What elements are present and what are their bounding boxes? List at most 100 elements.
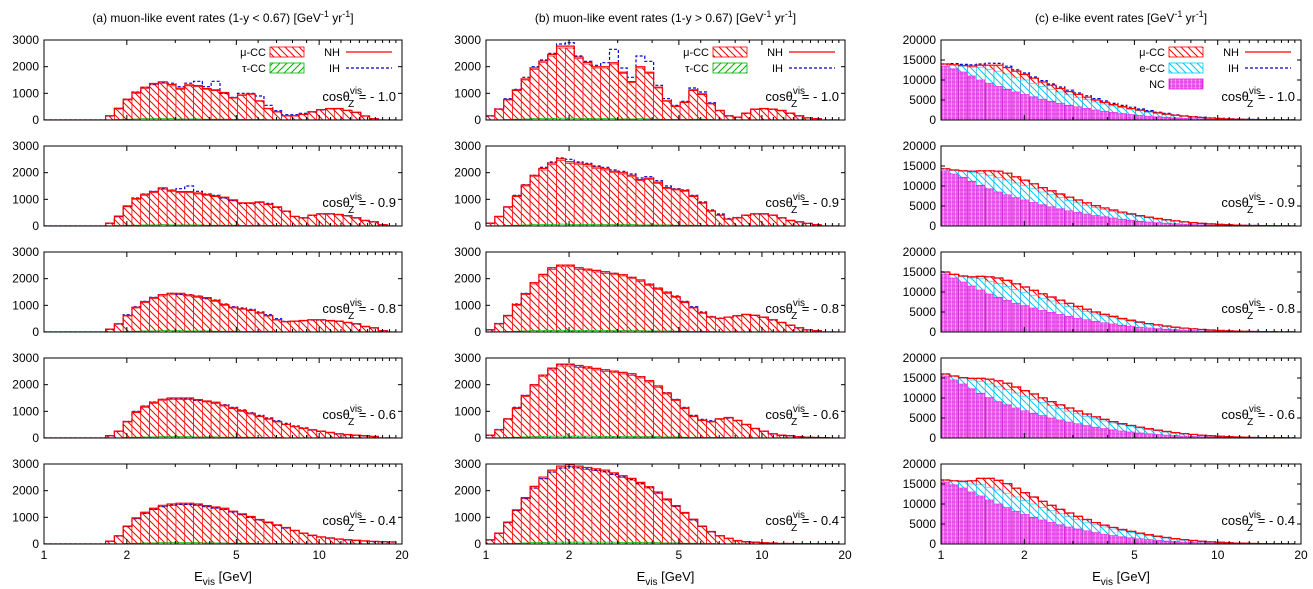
cos-zenith-label: cosθvis Z = - 0.4 xyxy=(765,510,839,534)
chart-title: (c) e-like event rates [GeV-1 yr-1] xyxy=(1035,9,1207,25)
bar-mu-cc xyxy=(573,268,584,332)
bar-mu-cc xyxy=(715,110,725,120)
bar-mu-cc xyxy=(635,483,646,544)
bar-mu-cc xyxy=(626,479,637,544)
bar-mu-cc xyxy=(626,278,637,332)
bar-nc xyxy=(967,285,977,332)
bar-mu-cc xyxy=(503,206,513,226)
plot-area xyxy=(486,157,839,226)
bar-mu-cc xyxy=(114,323,124,332)
bar-mu-cc xyxy=(644,284,654,332)
legend-swatch-tau-cc xyxy=(712,62,748,74)
bar-nc xyxy=(1020,410,1030,438)
bar-mu-cc xyxy=(688,307,699,332)
bar-mu-cc xyxy=(556,160,566,226)
bar-mu-cc xyxy=(547,471,557,544)
bar-nc xyxy=(984,188,995,226)
bar-mu-cc xyxy=(360,220,370,226)
bar-nc xyxy=(1029,96,1039,120)
bar-mu-cc xyxy=(723,417,734,438)
panel-2-1: 0 1000 2000 3000 cosθvis Z = - 1.0 μ-CC τ-CC NH I… xyxy=(454,33,846,127)
bar-mu-cc xyxy=(750,428,760,438)
bar-nc xyxy=(1091,532,1101,544)
panel-3-2: 0 5000 10000 15000 20000 cosθvis Z = - 0.9 xyxy=(903,139,1302,233)
bar-nc xyxy=(1135,220,1145,226)
bar-mu-cc xyxy=(538,62,549,120)
y-tick-label: 0 xyxy=(32,537,39,551)
bar-nc xyxy=(1046,312,1057,332)
x-tick-label: 1 xyxy=(483,548,490,562)
bar-nc xyxy=(1091,426,1101,438)
bar-mu-cc xyxy=(520,185,531,226)
bar-mu-cc xyxy=(281,527,291,544)
plot-area xyxy=(941,271,1296,332)
bar-mu-cc xyxy=(131,198,142,226)
bar-mu-cc xyxy=(254,519,265,544)
plot-frame xyxy=(485,251,846,333)
bar-mu-cc xyxy=(547,55,557,120)
bar-mu-cc xyxy=(529,176,540,226)
cos-zenith-label: cosθvis Z = - 0.9 xyxy=(765,192,839,216)
bar-mu-cc xyxy=(512,196,522,226)
plot-frame xyxy=(43,357,403,439)
bar-mu-cc xyxy=(131,92,142,120)
y-tick-label: 0 xyxy=(32,325,39,339)
bar-mu-cc xyxy=(193,504,203,544)
x-tick-label: 20 xyxy=(395,548,409,562)
plot-area xyxy=(44,292,396,332)
bar-mu-cc xyxy=(662,393,672,438)
bar-mu-cc xyxy=(149,298,159,332)
cos-zenith-label: cosθvis Z = - 0.6 xyxy=(765,404,839,428)
bar-nc xyxy=(1055,524,1066,544)
bar-nc xyxy=(1135,326,1145,332)
bar-mu-cc xyxy=(325,537,335,544)
bar-mu-cc xyxy=(219,197,230,226)
bar-mu-cc xyxy=(520,294,531,332)
plot-area xyxy=(486,464,840,544)
bar-mu-cc xyxy=(289,530,300,544)
bar-mu-cc xyxy=(512,90,522,120)
bar-mu-cc xyxy=(360,326,370,332)
bar-mu-cc xyxy=(140,406,150,438)
bar-mu-cc xyxy=(193,86,203,120)
bar-nc xyxy=(1064,104,1075,120)
y-tick-label: 5000 xyxy=(909,93,936,107)
bar-mu-cc xyxy=(175,88,186,120)
y-tick-label: 5000 xyxy=(909,199,936,213)
bar-mu-cc xyxy=(670,400,681,438)
y-tick-label: 5000 xyxy=(909,305,936,319)
bar-mu-cc xyxy=(750,213,760,226)
y-tick-label: 2000 xyxy=(12,378,39,392)
bar-mu-cc xyxy=(653,182,663,226)
bar-nc xyxy=(1108,535,1119,544)
plot-frame xyxy=(43,463,403,545)
bar-nc xyxy=(949,277,959,332)
bar-nc xyxy=(1020,94,1030,120)
bar-mu-cc xyxy=(626,374,637,438)
bar-mu-cc xyxy=(715,214,725,226)
y-tick-label: 1000 xyxy=(12,404,39,418)
bar-mu-cc xyxy=(759,316,769,332)
bar-mu-cc xyxy=(715,418,725,438)
bar-nc xyxy=(1117,324,1128,332)
bar-mu-cc xyxy=(122,421,133,438)
bar-mu-cc xyxy=(767,108,778,120)
bar-mu-cc xyxy=(140,512,150,544)
plot-frame xyxy=(43,145,403,227)
y-tick-label: 1000 xyxy=(454,510,481,524)
bar-nc xyxy=(1108,429,1119,438)
bar-mu-cc xyxy=(556,47,566,120)
bar-nc xyxy=(1020,514,1030,544)
x-tick-label: 5 xyxy=(676,548,683,562)
plot-area xyxy=(941,373,1296,438)
bar-mu-cc xyxy=(609,474,619,544)
bar-nc xyxy=(1091,109,1101,120)
bar-mu-cc xyxy=(263,522,274,544)
bar-mu-cc xyxy=(175,192,186,226)
bar-mu-cc xyxy=(316,536,326,544)
legend-swatch-mu-cc xyxy=(1168,46,1204,58)
bar-mu-cc xyxy=(254,312,265,332)
y-tick-label: 1000 xyxy=(12,510,39,524)
bar-mu-cc xyxy=(565,47,575,120)
bar-mu-cc xyxy=(617,476,628,544)
